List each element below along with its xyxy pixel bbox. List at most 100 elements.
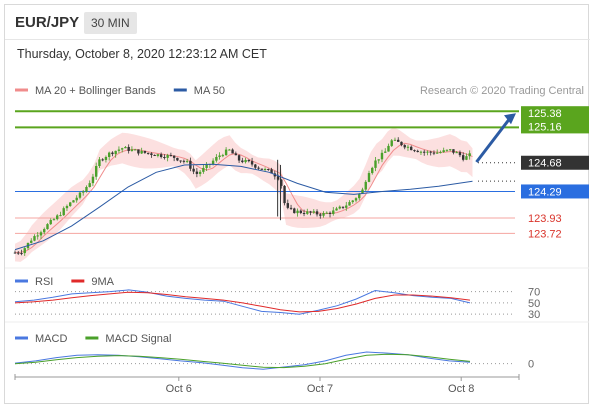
candle-body	[104, 157, 108, 160]
candle-body	[163, 157, 166, 159]
candle-body	[377, 159, 380, 161]
candle-body	[283, 185, 286, 204]
candle-body	[192, 168, 195, 172]
legend-label: MACD	[35, 333, 67, 345]
level-label: 125.16	[528, 121, 562, 133]
candle-body	[439, 152, 442, 154]
macd-level-label: 0	[528, 359, 534, 371]
timeframe-badge[interactable]: 30 MIN	[84, 12, 137, 34]
candle-body	[448, 149, 452, 151]
candle-body	[374, 160, 377, 168]
candle-body	[367, 173, 371, 182]
candle-body	[302, 212, 306, 214]
legend-label: 9MA	[91, 276, 114, 288]
candle-body	[185, 160, 189, 162]
candle-body	[127, 146, 130, 151]
candle-body	[299, 210, 302, 213]
candle-body	[289, 207, 293, 209]
legend-label: MACD Signal	[105, 333, 171, 345]
candle-body	[387, 145, 390, 152]
candle-body	[325, 212, 328, 214]
candle-body	[101, 159, 104, 161]
candle-body	[146, 152, 150, 154]
candle-body	[452, 149, 455, 153]
candle-body	[241, 160, 244, 163]
legend-label: MA 20 + Bollinger Bands	[35, 85, 156, 97]
level-label-box	[521, 106, 589, 121]
candle-body	[231, 149, 234, 154]
candle-body	[338, 206, 341, 209]
candle-body	[20, 253, 23, 255]
candle-body	[211, 160, 215, 164]
candle-body	[306, 211, 309, 214]
candle-body	[364, 181, 367, 190]
candle-body	[468, 153, 471, 157]
level-label: 123.72	[528, 228, 562, 240]
macd-series-line	[14, 353, 471, 369]
candle-body	[341, 206, 345, 208]
candle-body	[205, 164, 208, 168]
candle-body	[312, 211, 315, 213]
forecast-arrow-head	[504, 113, 516, 125]
candle-body	[114, 150, 117, 155]
candle-body	[56, 215, 59, 220]
candle-body	[43, 229, 46, 233]
candle-body	[166, 155, 169, 158]
candle-body	[202, 167, 205, 172]
candle-body	[384, 151, 387, 153]
candle-body	[315, 211, 319, 215]
candle-body	[296, 210, 299, 214]
candle-body	[228, 149, 231, 151]
candle-body	[124, 146, 127, 149]
candle-body	[198, 171, 202, 174]
candle-body	[455, 152, 458, 154]
candle-body	[309, 211, 312, 213]
candle-body	[435, 152, 439, 154]
candle-body	[62, 208, 65, 216]
candle-body	[98, 159, 101, 167]
forecast-arrow-line	[475, 117, 512, 163]
candle-body	[182, 160, 186, 162]
candle-body	[120, 148, 124, 150]
candle-body	[150, 153, 153, 156]
level-label: 124.68	[528, 158, 562, 170]
candle-body	[416, 150, 419, 153]
ma50-line	[14, 163, 473, 251]
candle-body	[250, 161, 254, 165]
candle-body	[319, 214, 322, 216]
currency-pair: EUR/JPY	[15, 14, 80, 31]
candle-body	[172, 155, 176, 158]
candle-body	[153, 155, 156, 157]
candle-body	[413, 150, 416, 152]
candle-body	[361, 189, 364, 194]
candle-body	[410, 146, 413, 151]
candle-body	[88, 183, 91, 187]
candle-body	[30, 240, 33, 243]
macd-series-line	[14, 351, 471, 370]
candle-body	[293, 208, 296, 214]
candle-body	[458, 152, 462, 156]
candle-body	[254, 164, 257, 168]
rsi-series-line	[14, 291, 471, 313]
candle-body	[426, 151, 429, 153]
candle-body	[159, 154, 163, 158]
candle-body	[33, 236, 36, 241]
candle-body	[286, 203, 290, 208]
chart-credit: Research © 2020 Trading Central	[420, 85, 584, 97]
x-tick-label: Oct 7	[307, 383, 333, 395]
candle-body	[260, 168, 264, 170]
candle-body	[351, 200, 354, 203]
candle-body	[445, 149, 449, 151]
candle-body	[107, 152, 111, 158]
candle-body	[237, 155, 241, 161]
candle-body	[328, 212, 332, 214]
level-label-box	[521, 119, 589, 134]
level-label: 124.29	[528, 186, 562, 198]
chart-datetime: Thursday, October 8, 2020 12:23:12 AM CE…	[17, 47, 267, 61]
candle-body	[36, 235, 39, 237]
candle-body	[59, 215, 62, 217]
level-label-box	[521, 155, 589, 170]
candle-body	[143, 150, 147, 153]
candle-body	[140, 150, 143, 154]
